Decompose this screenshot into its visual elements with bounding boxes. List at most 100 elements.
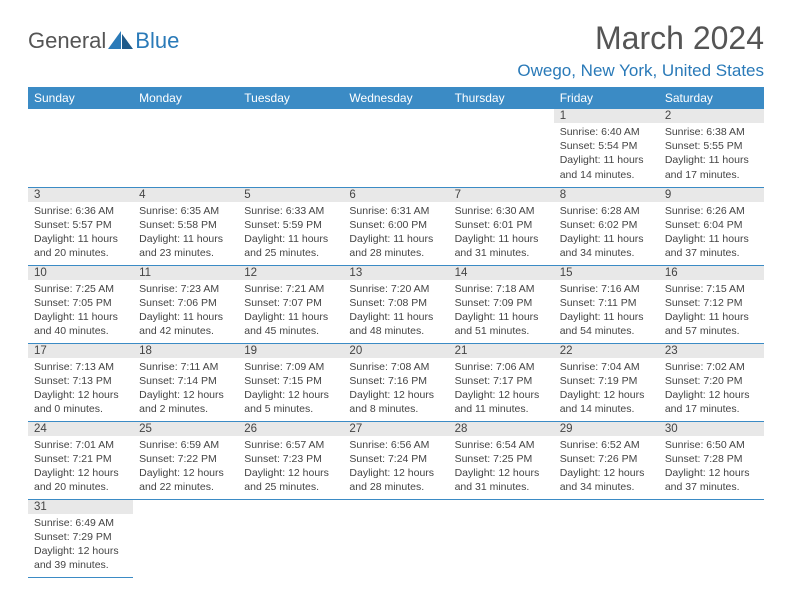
day-line: and 31 minutes.	[455, 480, 548, 494]
day-line: Sunrise: 7:18 AM	[455, 282, 548, 296]
header: General Blue March 2024 Owego, New York,…	[28, 20, 764, 81]
day-body: Sunrise: 7:20 AMSunset: 7:08 PMDaylight:…	[343, 280, 448, 343]
day-line: Sunrise: 7:04 AM	[560, 360, 653, 374]
calendar-cell: 1Sunrise: 6:40 AMSunset: 5:54 PMDaylight…	[554, 109, 659, 187]
day-body: Sunrise: 6:31 AMSunset: 6:00 PMDaylight:…	[343, 202, 448, 265]
day-body: Sunrise: 6:49 AMSunset: 7:29 PMDaylight:…	[28, 514, 133, 577]
day-number: 27	[343, 422, 448, 436]
day-line: and 37 minutes.	[665, 480, 758, 494]
day-line: Sunset: 7:26 PM	[560, 452, 653, 466]
location-label: Owego, New York, United States	[517, 61, 764, 81]
day-body: Sunrise: 6:56 AMSunset: 7:24 PMDaylight:…	[343, 436, 448, 499]
day-line: and 45 minutes.	[244, 324, 337, 338]
day-number: 9	[659, 188, 764, 202]
day-number: 16	[659, 266, 764, 280]
calendar-body: 1Sunrise: 6:40 AMSunset: 5:54 PMDaylight…	[28, 109, 764, 577]
day-line: and 14 minutes.	[560, 402, 653, 416]
day-line: Daylight: 12 hours	[560, 388, 653, 402]
day-number: 15	[554, 266, 659, 280]
day-line: Sunset: 7:15 PM	[244, 374, 337, 388]
day-line: Sunset: 7:07 PM	[244, 296, 337, 310]
day-line: Daylight: 12 hours	[560, 466, 653, 480]
calendar-cell: 3Sunrise: 6:36 AMSunset: 5:57 PMDaylight…	[28, 187, 133, 265]
day-body: Sunrise: 6:33 AMSunset: 5:59 PMDaylight:…	[238, 202, 343, 265]
day-body: Sunrise: 7:23 AMSunset: 7:06 PMDaylight:…	[133, 280, 238, 343]
calendar-cell	[238, 109, 343, 187]
day-line: and 51 minutes.	[455, 324, 548, 338]
day-line: Sunset: 6:04 PM	[665, 218, 758, 232]
day-line: Sunrise: 7:01 AM	[34, 438, 127, 452]
day-line: Sunrise: 7:11 AM	[139, 360, 232, 374]
day-line: Sunrise: 7:15 AM	[665, 282, 758, 296]
day-line: Sunset: 7:20 PM	[665, 374, 758, 388]
title-block: March 2024 Owego, New York, United State…	[517, 20, 764, 81]
calendar-cell: 8Sunrise: 6:28 AMSunset: 6:02 PMDaylight…	[554, 187, 659, 265]
day-line: and 25 minutes.	[244, 480, 337, 494]
day-line: and 42 minutes.	[139, 324, 232, 338]
day-body: Sunrise: 7:25 AMSunset: 7:05 PMDaylight:…	[28, 280, 133, 343]
calendar-cell	[554, 499, 659, 577]
day-number: 1	[554, 109, 659, 123]
day-line: Sunrise: 6:52 AM	[560, 438, 653, 452]
day-number: 11	[133, 266, 238, 280]
day-line: Daylight: 11 hours	[349, 310, 442, 324]
day-line: Sunset: 7:06 PM	[139, 296, 232, 310]
day-line: Sunset: 5:55 PM	[665, 139, 758, 153]
day-line: Daylight: 11 hours	[665, 310, 758, 324]
weekday-header: Tuesday	[238, 87, 343, 109]
day-number: 29	[554, 422, 659, 436]
day-body: Sunrise: 7:04 AMSunset: 7:19 PMDaylight:…	[554, 358, 659, 421]
day-line: Sunrise: 6:31 AM	[349, 204, 442, 218]
day-line: Daylight: 11 hours	[665, 232, 758, 246]
calendar-cell: 2Sunrise: 6:38 AMSunset: 5:55 PMDaylight…	[659, 109, 764, 187]
calendar-cell: 20Sunrise: 7:08 AMSunset: 7:16 PMDayligh…	[343, 343, 448, 421]
day-body: Sunrise: 6:57 AMSunset: 7:23 PMDaylight:…	[238, 436, 343, 499]
day-line: Sunrise: 7:16 AM	[560, 282, 653, 296]
day-body: Sunrise: 7:15 AMSunset: 7:12 PMDaylight:…	[659, 280, 764, 343]
day-line: Sunset: 7:11 PM	[560, 296, 653, 310]
day-line: Daylight: 11 hours	[455, 232, 548, 246]
day-line: Sunrise: 6:54 AM	[455, 438, 548, 452]
day-body: Sunrise: 6:38 AMSunset: 5:55 PMDaylight:…	[659, 123, 764, 186]
day-line: Sunrise: 7:09 AM	[244, 360, 337, 374]
day-number: 6	[343, 188, 448, 202]
calendar-cell: 28Sunrise: 6:54 AMSunset: 7:25 PMDayligh…	[449, 421, 554, 499]
calendar-cell	[343, 109, 448, 187]
calendar-cell: 15Sunrise: 7:16 AMSunset: 7:11 PMDayligh…	[554, 265, 659, 343]
calendar-cell	[449, 499, 554, 577]
day-line: and 23 minutes.	[139, 246, 232, 260]
day-line: Daylight: 11 hours	[244, 310, 337, 324]
calendar-cell	[449, 109, 554, 187]
calendar-cell: 23Sunrise: 7:02 AMSunset: 7:20 PMDayligh…	[659, 343, 764, 421]
day-line: and 48 minutes.	[349, 324, 442, 338]
day-line: Sunrise: 7:08 AM	[349, 360, 442, 374]
day-line: Sunrise: 6:38 AM	[665, 125, 758, 139]
day-body: Sunrise: 6:36 AMSunset: 5:57 PMDaylight:…	[28, 202, 133, 265]
day-line: and 57 minutes.	[665, 324, 758, 338]
day-line: Daylight: 11 hours	[34, 232, 127, 246]
day-number: 28	[449, 422, 554, 436]
weekday-header: Wednesday	[343, 87, 448, 109]
day-line: Sunrise: 7:06 AM	[455, 360, 548, 374]
day-line: Daylight: 12 hours	[349, 466, 442, 480]
day-line: and 2 minutes.	[139, 402, 232, 416]
day-body: Sunrise: 6:52 AMSunset: 7:26 PMDaylight:…	[554, 436, 659, 499]
day-number: 8	[554, 188, 659, 202]
calendar-cell: 13Sunrise: 7:20 AMSunset: 7:08 PMDayligh…	[343, 265, 448, 343]
day-line: and 39 minutes.	[34, 558, 127, 572]
day-body: Sunrise: 7:02 AMSunset: 7:20 PMDaylight:…	[659, 358, 764, 421]
day-body: Sunrise: 6:26 AMSunset: 6:04 PMDaylight:…	[659, 202, 764, 265]
calendar-cell	[133, 109, 238, 187]
day-line: and 20 minutes.	[34, 480, 127, 494]
day-line: and 34 minutes.	[560, 480, 653, 494]
day-line: Sunset: 6:00 PM	[349, 218, 442, 232]
day-body: Sunrise: 6:50 AMSunset: 7:28 PMDaylight:…	[659, 436, 764, 499]
day-line: and 40 minutes.	[34, 324, 127, 338]
day-body: Sunrise: 7:18 AMSunset: 7:09 PMDaylight:…	[449, 280, 554, 343]
calendar-cell: 26Sunrise: 6:57 AMSunset: 7:23 PMDayligh…	[238, 421, 343, 499]
day-line: and 14 minutes.	[560, 168, 653, 182]
calendar-cell: 4Sunrise: 6:35 AMSunset: 5:58 PMDaylight…	[133, 187, 238, 265]
day-line: Sunrise: 6:56 AM	[349, 438, 442, 452]
day-number: 10	[28, 266, 133, 280]
day-number: 30	[659, 422, 764, 436]
